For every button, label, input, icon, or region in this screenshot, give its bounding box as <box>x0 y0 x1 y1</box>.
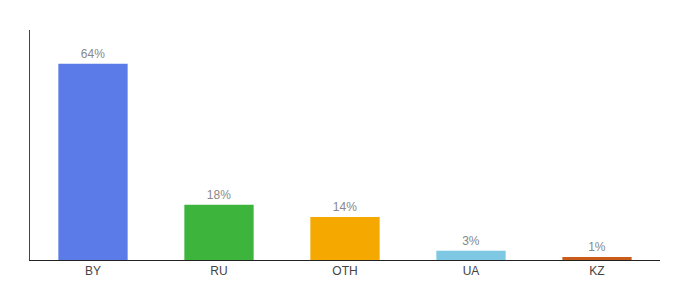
svg-text:OTH: OTH <box>332 264 357 278</box>
svg-text:RU: RU <box>210 264 227 278</box>
svg-text:64%: 64% <box>81 47 105 61</box>
svg-text:3%: 3% <box>462 234 480 248</box>
svg-text:18%: 18% <box>207 188 231 202</box>
svg-text:BY: BY <box>85 264 101 278</box>
svg-text:UA: UA <box>463 264 480 278</box>
svg-text:14%: 14% <box>333 200 357 214</box>
svg-text:1%: 1% <box>588 240 606 254</box>
svg-text:KZ: KZ <box>589 264 604 278</box>
